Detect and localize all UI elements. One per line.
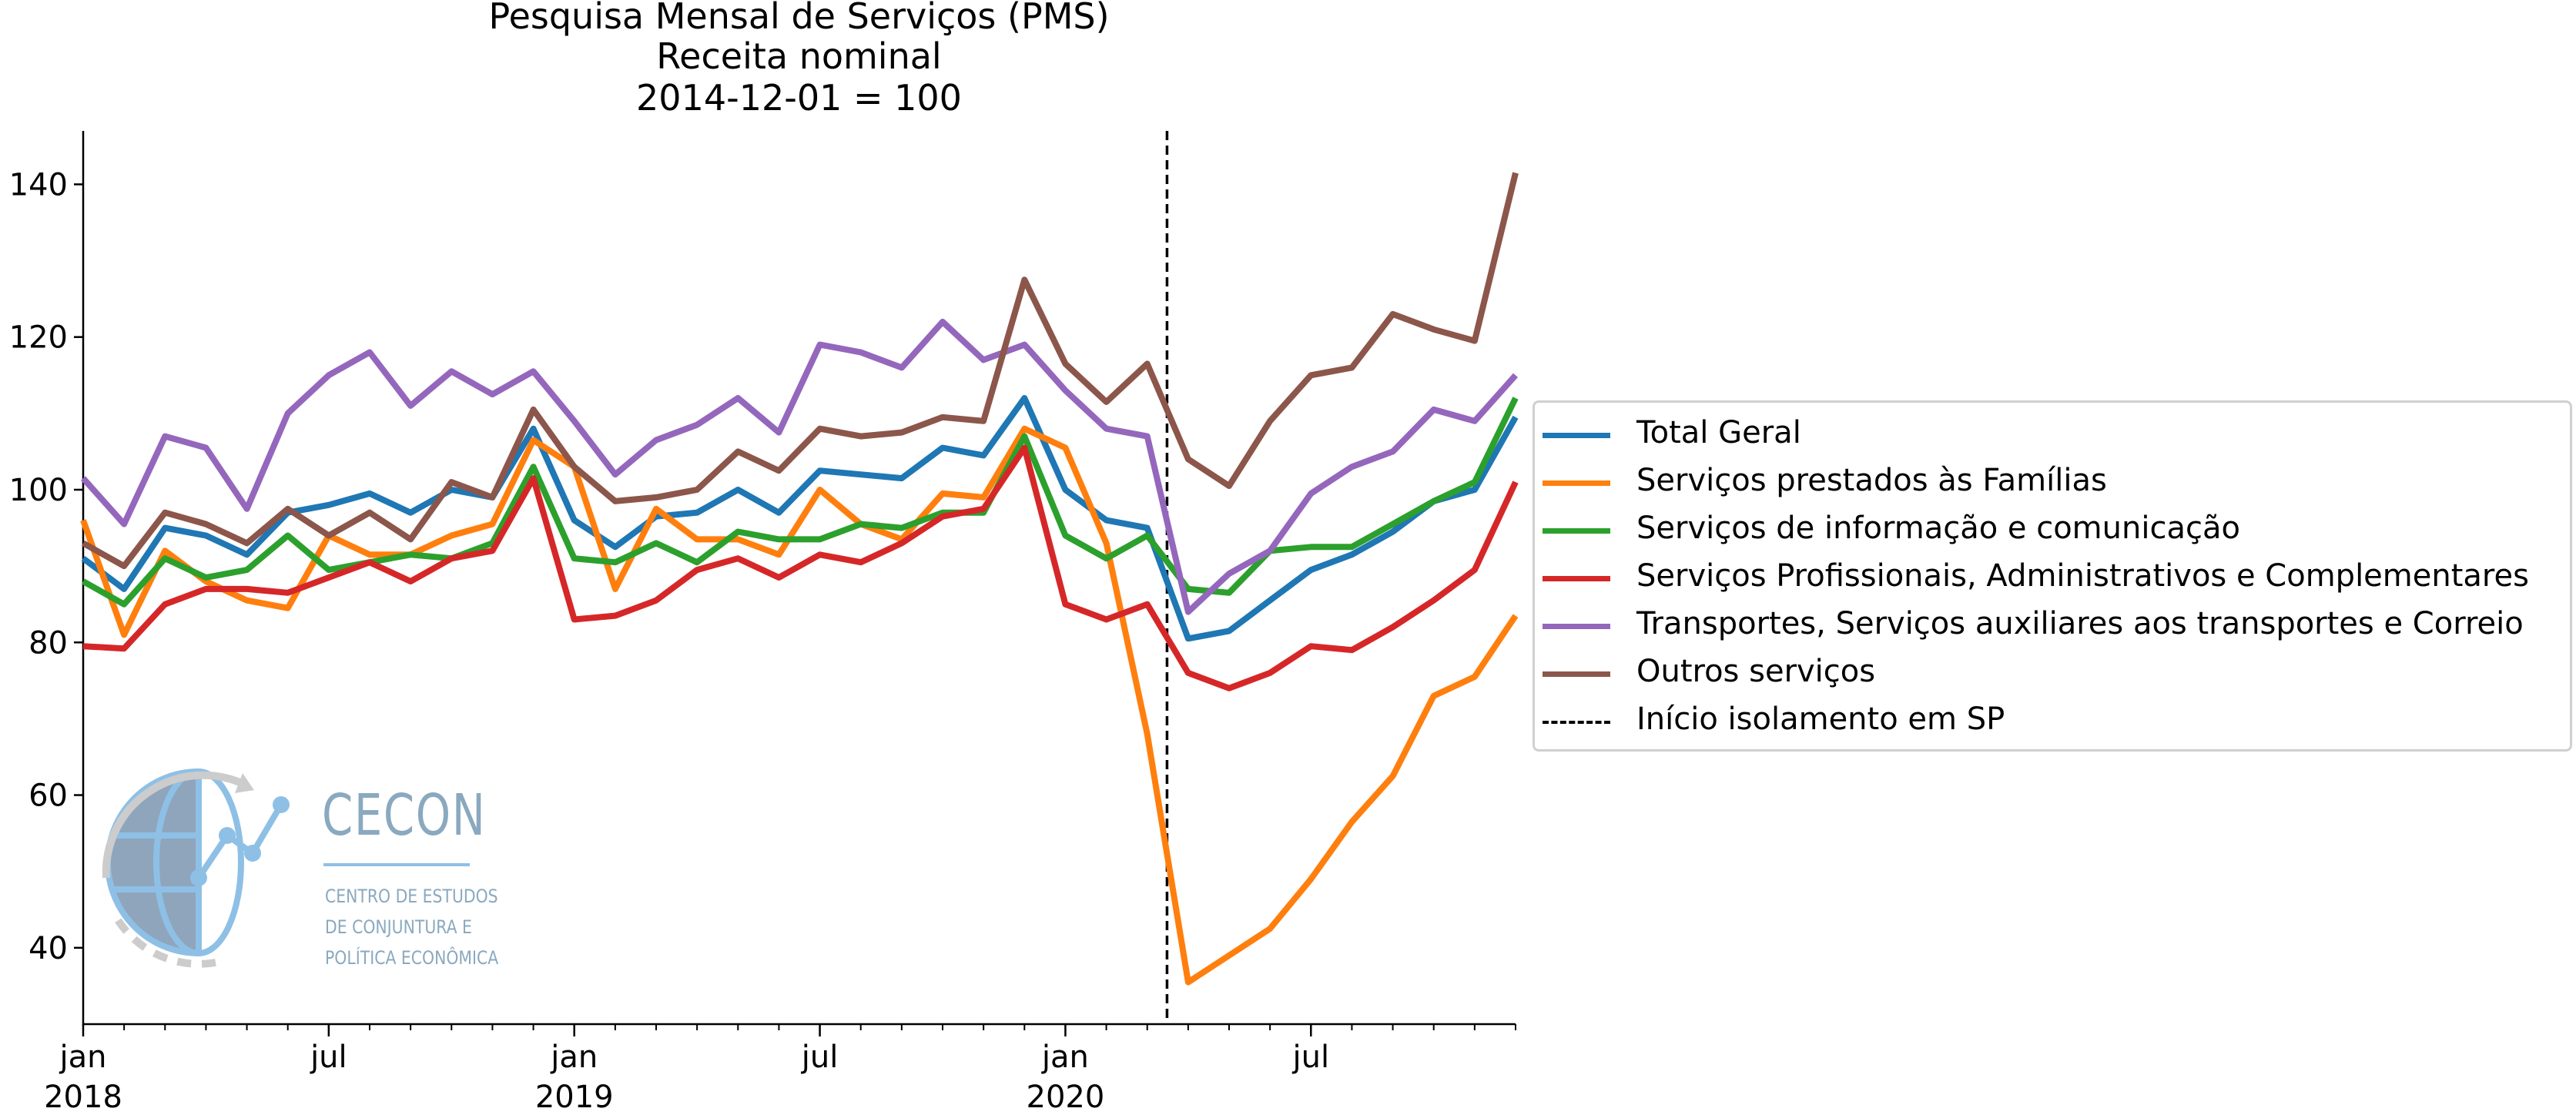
cecon-logo-subtitle-2: DE CONJUNTURA E [325, 916, 472, 938]
legend-swatch-profissionais [1543, 576, 1610, 581]
x-tick-year-label: 2019 [535, 1080, 614, 1115]
legend-label-outros: Outros serviços [1636, 654, 1876, 689]
series-line-4 [81, 318, 1518, 615]
y-tick-label: 140 [9, 167, 68, 203]
x-tick-label: jan [59, 1040, 107, 1075]
legend-swatch-informacao [1543, 528, 1610, 534]
x-tick-label: jul [310, 1040, 347, 1075]
y-tick-label: 100 [9, 473, 68, 508]
series-line-3 [82, 444, 1519, 691]
legend-label-profissionais: Serviços Profissionais, Administrativos … [1636, 558, 2529, 594]
legend-swatch-outros [1543, 671, 1610, 677]
x-tick-label: jul [801, 1040, 839, 1075]
x-tick-year-label: 2020 [1027, 1080, 1105, 1115]
legend-swatch-isolamento [1543, 721, 1610, 724]
y-tick-label: 60 [28, 778, 68, 814]
chart-title-line-3: 2014-12-01 = 100 [636, 77, 962, 119]
legend-swatch-familias [1543, 480, 1610, 486]
legend-label-informacao: Serviços de informação e comunicação [1636, 511, 2240, 546]
legend-swatch-transportes [1543, 624, 1610, 629]
legend-swatch-total-geral [1543, 433, 1610, 438]
y-tick-label: 40 [28, 931, 68, 966]
series-line-5 [82, 172, 1519, 570]
series-line-1 [80, 425, 1519, 986]
legend-label-familias: Serviços prestados às Famílias [1636, 463, 2107, 498]
chart-title-line-1: Pesquisa Mensal de Serviços (PMS) [488, 0, 1110, 37]
x-tick-year-label: 2018 [44, 1080, 122, 1115]
series-line-2 [82, 397, 1519, 608]
legend-label-transportes: Transportes, Serviços auxiliares aos tra… [1636, 606, 2524, 641]
chart-title-line-2: Receita nominal [656, 35, 942, 77]
y-tick-label: 80 [28, 625, 68, 661]
x-tick-label: jan [1041, 1040, 1089, 1075]
cecon-logo-subtitle-1: CENTRO DE ESTUDOS [325, 886, 498, 907]
cecon-logo: CECON CENTRO DE ESTUDOS DE CONJUNTURA E … [100, 762, 501, 993]
cecon-logo-graphic [102, 768, 470, 968]
series-line-0 [81, 395, 1519, 642]
x-tick-label: jan [550, 1040, 598, 1075]
cecon-logo-subtitle-3: POLÍTICA ECONÔMICA [325, 947, 499, 969]
y-tick-label: 120 [9, 320, 68, 356]
legend-label-isolamento: Início isolamento em SP [1636, 701, 2005, 737]
x-tick-label: jul [1291, 1040, 1329, 1075]
chart-legend: Total Geral Serviços prestados às Famíli… [1533, 400, 2572, 752]
legend-label-total-geral: Total Geral [1636, 415, 1801, 450]
cecon-logo-name: CECON [322, 782, 487, 849]
